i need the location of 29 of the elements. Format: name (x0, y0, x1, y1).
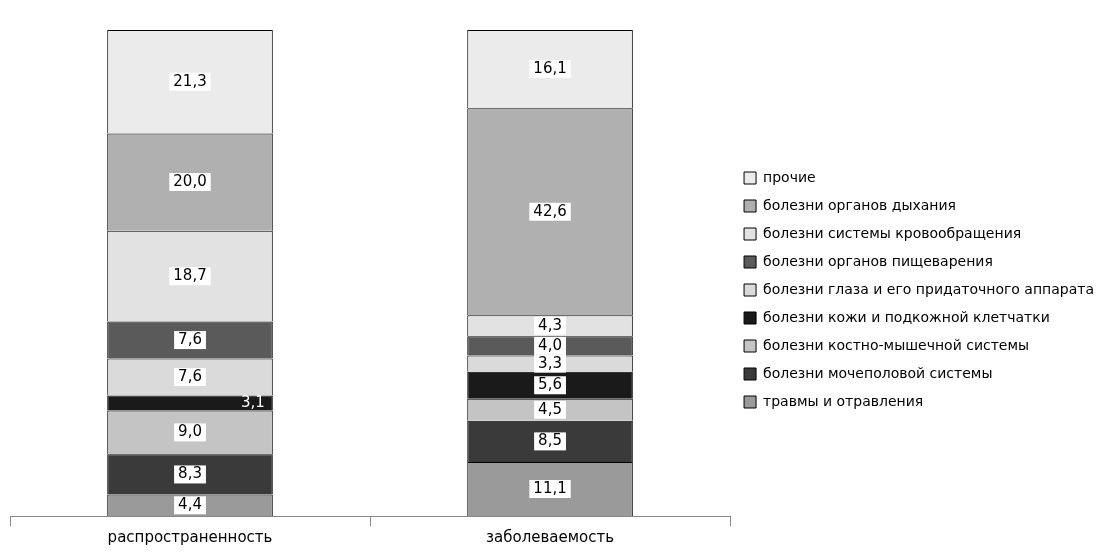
legend-label: болезни системы кровообращения (763, 224, 1022, 241)
data-label: 3,1 (240, 392, 265, 411)
legend-label: прочие (763, 168, 816, 185)
data-label: 20,0 (173, 172, 207, 191)
data-label: 11,1 (533, 478, 567, 497)
legend-label: болезни органов дыхания (763, 196, 957, 213)
data-label: 4,4 (178, 495, 202, 514)
legend-label: болезни органов пищеварения (763, 252, 993, 269)
data-label: 4,3 (538, 315, 562, 334)
data-label: 16,1 (533, 59, 567, 78)
data-label: 7,6 (178, 366, 202, 385)
data-label: 4,0 (538, 335, 562, 354)
data-label: 8,5 (538, 431, 562, 450)
x-tick-label: распространенность (107, 527, 273, 546)
data-label: 3,3 (538, 353, 562, 372)
data-label: 4,5 (538, 399, 562, 418)
data-label: 9,0 (178, 422, 202, 441)
data-label: 18,7 (173, 266, 207, 285)
legend-label: болезни кожи и подкожной клетчатки (763, 308, 1050, 325)
data-label: 42,6 (533, 201, 567, 220)
legend-label: болезни глаза и его придаточного аппарата (763, 280, 1095, 297)
legend-label: болезни мочеполовой системы (763, 364, 993, 381)
data-label: 5,6 (538, 375, 562, 394)
data-label: 7,6 (178, 329, 202, 348)
legend-label: травмы и отравления (763, 392, 924, 409)
x-tick-label: заболеваемость (486, 527, 615, 546)
data-label: 21,3 (173, 71, 207, 90)
legend-label: болезни костно-мышечной системы (763, 336, 1030, 353)
data-label: 8,3 (178, 464, 202, 483)
